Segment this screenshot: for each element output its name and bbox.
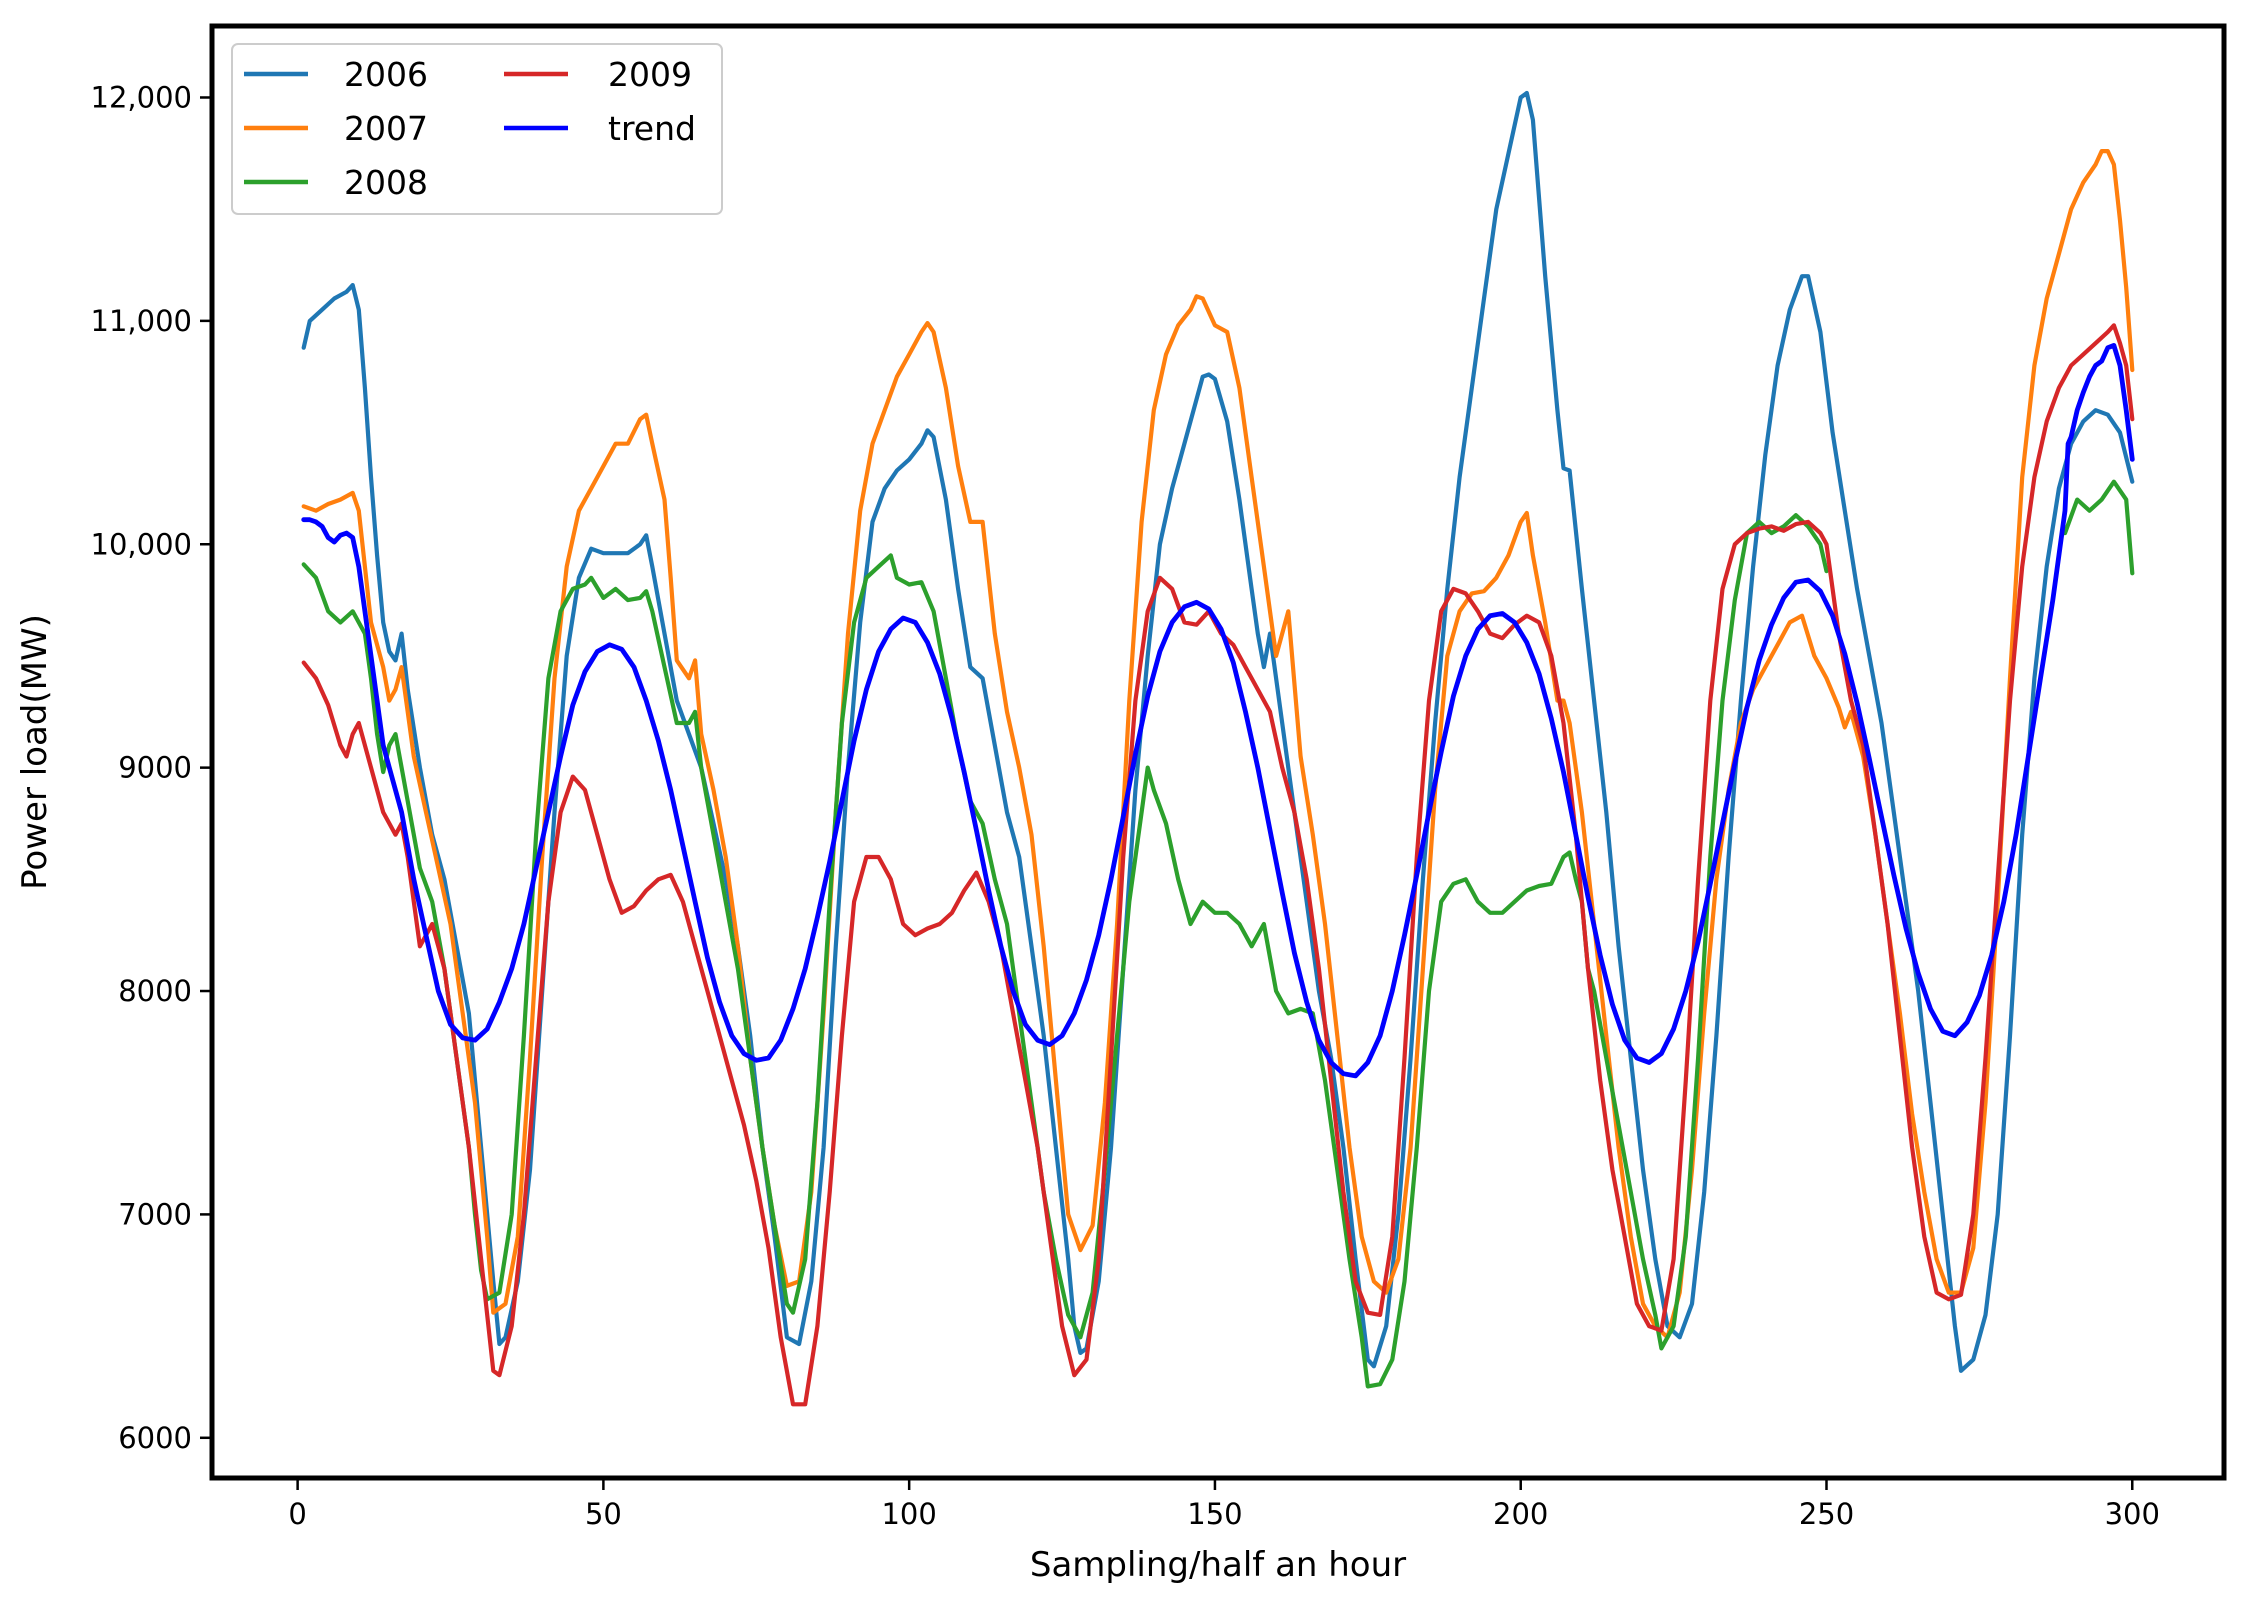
y-tick-label: 6000 (118, 1421, 192, 1455)
legend-label-2009: 2009 (608, 55, 692, 94)
x-tick-label: 150 (1187, 1497, 1242, 1531)
legend-label-trend: trend (608, 109, 696, 148)
legend-label-2006: 2006 (344, 55, 428, 94)
y-axis-label: Power load(MW) (15, 614, 55, 890)
y-tick-label: 11,000 (91, 304, 192, 338)
plot-frame (209, 23, 2227, 1481)
legend: 2006 2007 2008 2009 trend (231, 43, 723, 215)
x-tick-label: 0 (288, 1497, 306, 1531)
x-tick-label: 300 (2105, 1497, 2160, 1531)
x-tick-label: 100 (881, 1497, 936, 1531)
legend-box (231, 43, 723, 215)
y-tick-label: 12,000 (91, 80, 192, 114)
y-tick-label: 8000 (118, 974, 192, 1008)
series-line-2008-tail (2062, 479, 2135, 576)
y-tick-label: 10,000 (91, 527, 192, 561)
y-axis: 6000 7000 8000 9000 10,000 11,000 12,000 (91, 80, 212, 1455)
series-line-trend (301, 343, 2135, 1079)
x-tick-label: 250 (1799, 1497, 1854, 1531)
series-line-2009 (301, 323, 2135, 1407)
y-tick-label: 7000 (118, 1197, 192, 1231)
legend-label-2008: 2008 (344, 163, 428, 202)
x-tick-label: 200 (1493, 1497, 1548, 1531)
x-axis: 0 50 100 150 200 250 300 (288, 1478, 2160, 1531)
x-axis-label: Sampling/half an hour (1030, 1545, 1406, 1585)
y-tick-label: 9000 (118, 751, 192, 785)
series-line-2007 (301, 149, 2135, 1340)
series-layer (301, 90, 2135, 1407)
legend-label-2007: 2007 (344, 109, 428, 148)
x-tick-label: 50 (585, 1497, 622, 1531)
